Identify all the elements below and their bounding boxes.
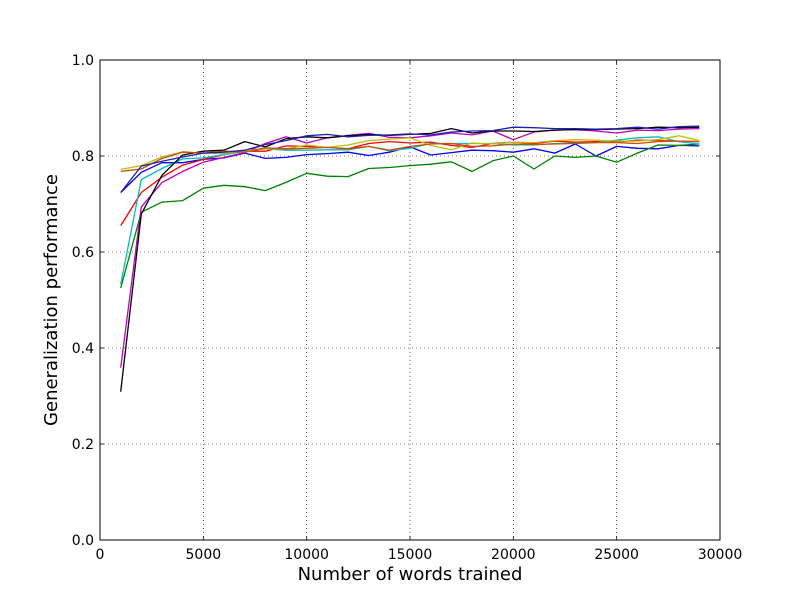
series-line-9 [120, 125, 700, 193]
x-tick-label: 15000 [388, 547, 433, 563]
y-tick-labels: 0.0 0.2 0.4 0.6 0.8 1.0 [72, 53, 94, 549]
y-tick-label: 0.8 [72, 149, 94, 165]
y-tick-label: 0.6 [72, 245, 94, 261]
x-tick-label: 5000 [186, 547, 222, 563]
y-tick-label: 0.0 [72, 533, 94, 549]
y-axis-label: Generalization performance [41, 174, 62, 426]
x-tick-label: 0 [96, 547, 105, 563]
series-group [120, 125, 700, 392]
x-axis-label: Number of words trained [298, 564, 523, 585]
x-tick-label: 10000 [284, 547, 329, 563]
series-line-2 [120, 143, 700, 289]
series-line-6 [120, 135, 700, 171]
y-tick-label: 0.4 [72, 341, 94, 357]
x-tick-label: 25000 [594, 547, 639, 563]
x-tick-label: 20000 [491, 547, 536, 563]
tick-marks [99, 59, 721, 541]
x-tick-labels: 0 5000 10000 15000 20000 25000 30000 [96, 547, 743, 563]
series-line-4 [120, 136, 700, 285]
y-tick-label: 1.0 [72, 53, 94, 69]
series-line-8 [120, 140, 700, 173]
y-tick-label: 0.2 [72, 437, 94, 453]
x-tick-label: 30000 [698, 547, 743, 563]
